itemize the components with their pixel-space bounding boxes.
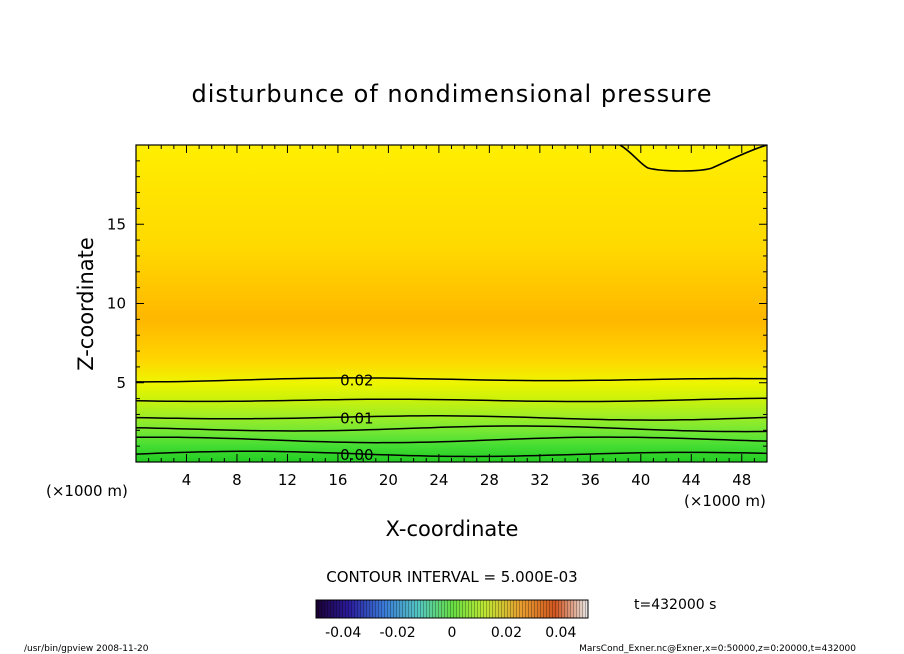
- x-unit-left: (×1000 m): [46, 482, 128, 500]
- footer-right: MarsCond_Exner.nc@Exner,x=0:50000,z=0:20…: [579, 644, 856, 654]
- x-tick-label: 24: [429, 471, 448, 489]
- plot-area: [136, 145, 767, 462]
- contour-line-5: [136, 377, 767, 383]
- colorbar-tick-labels: -0.04 -0.02 0 0.02 0.04: [325, 625, 576, 641]
- y-tick-label: 10: [107, 295, 126, 313]
- contour-labels: 0.02 0.01 0.00: [340, 372, 373, 464]
- x-tick-label: 16: [328, 471, 347, 489]
- field-fill: [136, 145, 767, 462]
- footer-left: /usr/bin/gpview 2008-11-20: [24, 644, 149, 654]
- colorbar-tick-label: 0.04: [545, 625, 576, 641]
- x-tick-label: 32: [530, 471, 549, 489]
- x-tick-label: 12: [278, 471, 297, 489]
- y-axis-label: Z-coordinate: [74, 237, 98, 371]
- contour-interval-label: CONTOUR INTERVAL = 5.000E-03: [326, 568, 577, 586]
- contour-line-0: [136, 450, 767, 458]
- time-label: t=432000 s: [634, 597, 716, 613]
- y-tick-label: 15: [107, 215, 126, 233]
- contour-lines: [136, 377, 767, 458]
- x-axis-label: X-coordinate: [386, 517, 519, 541]
- contour-line-2: [136, 425, 767, 433]
- contour-line-4: [136, 397, 767, 403]
- colorbar-tick-label: -0.02: [379, 625, 415, 641]
- x-unit-right: (×1000 m): [684, 492, 766, 510]
- x-tick-label: 40: [631, 471, 650, 489]
- contour-label-2: 0.00: [340, 446, 373, 464]
- x-tick-label: 28: [480, 471, 499, 489]
- colorbar-frame: [315, 599, 589, 619]
- x-tick-label: 36: [581, 471, 600, 489]
- x-tick-label: 20: [379, 471, 398, 489]
- colorbar: -0.04 -0.02 0 0.02 0.04: [315, 599, 589, 641]
- y-tick-label: 5: [116, 374, 126, 392]
- x-tick-label: 4: [182, 471, 192, 489]
- upper-right-region: [620, 145, 767, 171]
- colorbar-tick-label: 0.02: [491, 625, 522, 641]
- x-tick-label: 48: [732, 471, 751, 489]
- colorbar-stripes: [316, 600, 588, 618]
- colorbar-tick-label: 0: [448, 625, 457, 641]
- x-tick-label: 8: [232, 471, 242, 489]
- x-tick-label: 44: [682, 471, 701, 489]
- colorbar-tick-label: -0.04: [325, 625, 361, 641]
- upper-right-contour: [619, 145, 767, 172]
- contour-label-0: 0.02: [340, 372, 373, 390]
- contour-line-3: [136, 415, 767, 421]
- contour-line-1: [136, 436, 767, 444]
- contour-label-1: 0.01: [340, 410, 373, 428]
- chart-title: disturbunce of nondimensional pressure: [192, 80, 713, 108]
